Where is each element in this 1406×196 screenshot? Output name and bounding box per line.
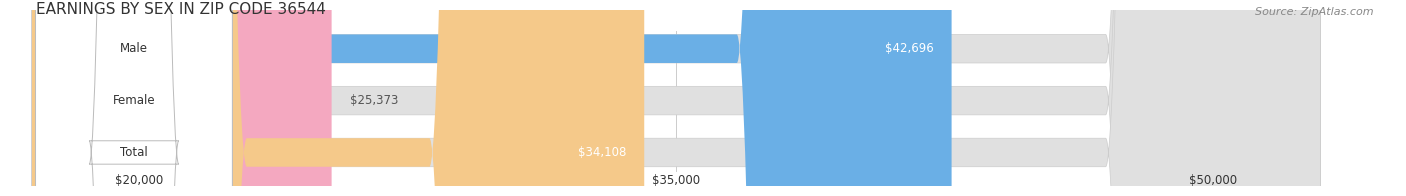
FancyBboxPatch shape	[32, 0, 952, 196]
Text: Female: Female	[112, 94, 155, 107]
Text: Total: Total	[120, 146, 148, 159]
Text: Male: Male	[120, 42, 148, 55]
Text: EARNINGS BY SEX IN ZIP CODE 36544: EARNINGS BY SEX IN ZIP CODE 36544	[35, 2, 325, 16]
Text: Source: ZipAtlas.com: Source: ZipAtlas.com	[1256, 6, 1374, 16]
FancyBboxPatch shape	[32, 0, 1320, 196]
FancyBboxPatch shape	[35, 0, 232, 196]
FancyBboxPatch shape	[35, 0, 232, 196]
Text: $42,696: $42,696	[884, 42, 934, 55]
Text: $35,000: $35,000	[652, 174, 700, 187]
Text: $25,373: $25,373	[350, 94, 398, 107]
FancyBboxPatch shape	[32, 0, 644, 196]
Text: $50,000: $50,000	[1189, 174, 1237, 187]
Text: $34,108: $34,108	[578, 146, 626, 159]
FancyBboxPatch shape	[32, 0, 1320, 196]
FancyBboxPatch shape	[35, 0, 232, 196]
FancyBboxPatch shape	[32, 0, 1320, 196]
Text: $20,000: $20,000	[115, 174, 163, 187]
FancyBboxPatch shape	[32, 0, 332, 196]
